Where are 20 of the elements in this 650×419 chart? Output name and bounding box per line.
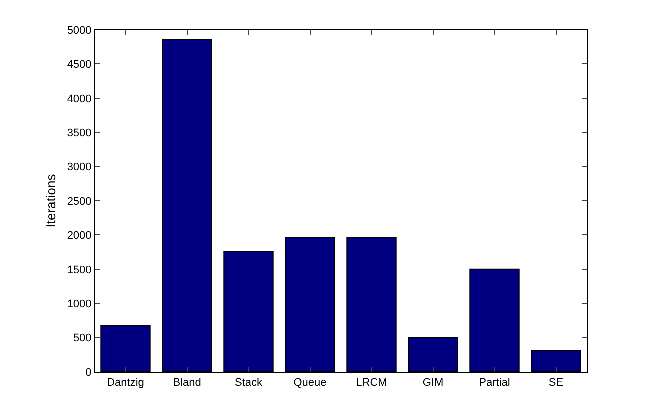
- x-tick-label: Partial: [479, 377, 510, 390]
- x-tick-label: GIM: [422, 377, 444, 390]
- y-tick-label: 500: [73, 332, 92, 345]
- y-tick-label: 2000: [67, 230, 92, 242]
- x-tick-label: LRCM: [356, 377, 388, 390]
- x-tick-label: Bland: [173, 377, 202, 390]
- y-axis-title: Iterations: [43, 174, 58, 228]
- x-tick-label: Dantzig: [107, 377, 144, 390]
- y-tick-label: 5000: [67, 24, 92, 37]
- y-tick-label: 1000: [67, 298, 92, 310]
- y-tick-label: 4000: [67, 93, 92, 106]
- x-tick-label: Queue: [294, 377, 327, 390]
- y-tick-label: 2500: [67, 196, 92, 208]
- y-tick-label: 1500: [67, 264, 92, 276]
- x-tick-label: Stack: [234, 377, 264, 390]
- y-tick-label: 4500: [67, 59, 92, 72]
- x-tick-label: SE: [548, 377, 564, 390]
- y-tick-label: 0: [86, 366, 92, 379]
- y-tick-label: 3500: [67, 127, 92, 140]
- y-tick-label: 3000: [67, 162, 92, 174]
